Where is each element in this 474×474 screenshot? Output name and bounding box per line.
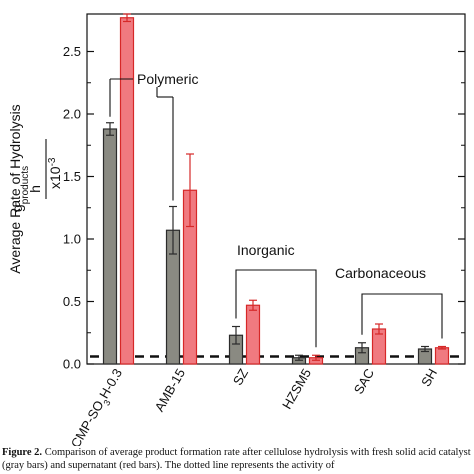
y-label-multiplier: x10-3 [47,157,64,189]
annotation-label: Carbonaceous [335,265,426,281]
bar [245,304,261,365]
bar-chart: 0.0 0.5 1.0 1.5 2.0 2.5 Polymeric Inorganic Car… [7,13,466,446]
x-tick-label: AMB-15 [152,366,188,414]
caption-label: Figure 2. [2,447,43,458]
y-tick-label: 2.5 [63,44,81,59]
bar [434,347,450,365]
plot-area [86,13,466,365]
x-axis-labels: CMP-SO3H-0.3 AMB-15 SZ HZSM5 SAC SH [68,366,440,446]
y-tick-label: 2.0 [63,107,81,122]
annotation-label: Inorganic [237,242,295,258]
y-label-line1: Average Rate of Hydrolysis [7,104,23,273]
x-tick-label: CMP-SO3H-0.3 [68,366,129,446]
annotation-label: Polymeric [137,71,198,87]
y-label-fraction-top: gproducts [9,166,31,212]
y-tick-label: 0.5 [63,294,81,309]
bar [102,128,118,365]
annotation-bracket [235,269,317,348]
y-axis: 0.0 0.5 1.0 1.5 2.0 2.5 [63,44,465,372]
bar [119,17,135,365]
bars-group [102,13,450,365]
y-tick-label: 1.5 [63,169,81,184]
figure-caption: Figure 2. Comparison of average product … [2,446,472,474]
annotation-bracket [361,293,443,339]
x-tick-label: SAC [351,366,377,397]
y-tick-label: 1.0 [63,232,81,247]
annotations-group: Polymeric Inorganic Carbonaceous [109,71,443,348]
y-label-fraction-bottom: h [27,185,43,193]
x-tick-label: SH [418,366,440,389]
x-tick-label: HZSM5 [279,366,314,412]
x-tick-label: SZ [230,366,251,388]
caption-text: Comparison of average product formation … [2,447,471,471]
y-tick-label: 0.0 [63,357,81,372]
